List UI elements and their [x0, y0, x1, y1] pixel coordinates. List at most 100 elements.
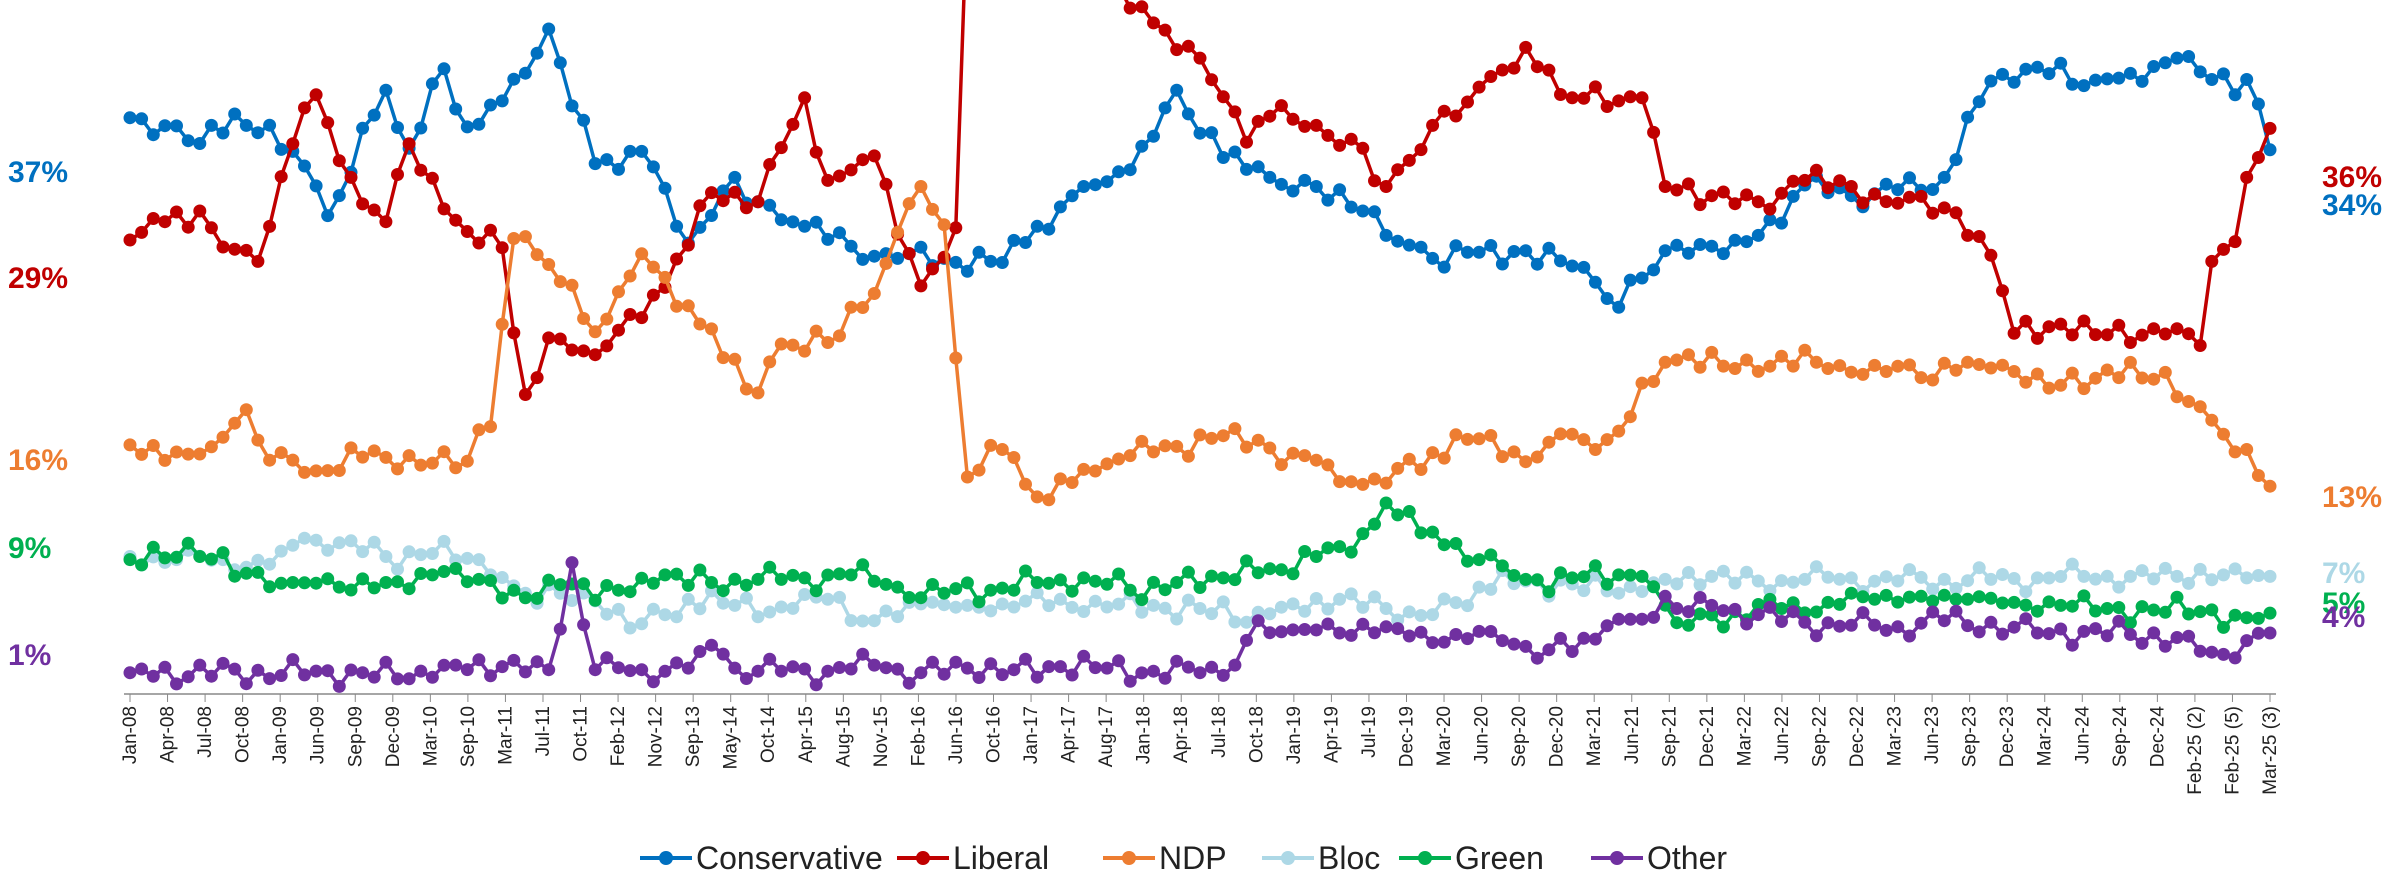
- data-point-ndp: [1391, 461, 1405, 475]
- x-tick-label: Sep-23: [1960, 706, 1981, 767]
- data-point-green: [612, 583, 625, 597]
- data-point-green: [1600, 577, 1614, 591]
- data-point-bloc: [1205, 607, 1219, 621]
- data-point-ndp: [1263, 441, 1277, 455]
- data-point-ndp: [1158, 439, 1172, 453]
- data-point-conservative: [1682, 246, 1695, 260]
- x-tick-label: Jan-19: [1284, 706, 1305, 764]
- data-point-green: [414, 567, 428, 580]
- data-point-ndp: [844, 300, 858, 314]
- data-point-bloc: [2135, 564, 2149, 578]
- data-point-green: [1228, 573, 1242, 587]
- data-point-ndp: [774, 337, 788, 351]
- data-point-other: [937, 667, 951, 681]
- x-tick-label: Mar-24: [2035, 706, 2056, 767]
- data-point-conservative: [263, 118, 277, 132]
- data-point-liberal: [1775, 186, 1788, 200]
- data-point-ndp: [309, 464, 323, 478]
- data-point-other: [1728, 602, 1742, 616]
- legend-swatch-marker: [1418, 851, 1432, 865]
- data-point-green: [1379, 496, 1393, 510]
- data-point-conservative: [1193, 126, 1207, 140]
- legend-item-bloc: Bloc: [1262, 840, 1380, 876]
- data-point-bloc: [1472, 580, 1486, 594]
- data-point-conservative: [1937, 170, 1951, 184]
- data-point-other: [135, 662, 149, 676]
- data-point-green: [1926, 594, 1940, 608]
- data-point-green: [960, 576, 974, 590]
- data-point-other: [1542, 643, 1556, 657]
- data-point-bloc: [658, 608, 672, 622]
- data-point-bloc: [1949, 581, 1963, 595]
- data-point-liberal: [1158, 23, 1172, 37]
- data-point-bloc: [1147, 598, 1160, 612]
- data-point-other: [321, 664, 335, 678]
- legend-swatch-marker: [1281, 851, 1295, 865]
- data-point-liberal: [1507, 61, 1521, 75]
- data-point-green: [1775, 602, 1788, 615]
- data-point-conservative: [1484, 239, 1498, 252]
- data-point-liberal: [914, 279, 928, 293]
- legend-label: Conservative: [696, 840, 883, 876]
- data-point-conservative: [821, 232, 835, 246]
- data-point-conservative: [670, 219, 684, 233]
- data-point-green: [2251, 611, 2265, 625]
- data-point-liberal: [1147, 16, 1160, 30]
- data-point-liberal: [2112, 318, 2126, 332]
- data-point-liberal: [1344, 132, 1358, 146]
- data-point-bloc: [1042, 599, 1056, 613]
- data-point-other: [1077, 649, 1091, 663]
- data-point-ndp: [1554, 427, 1567, 441]
- data-point-other: [635, 663, 649, 677]
- start-label-green: 9%: [8, 532, 51, 565]
- data-point-liberal: [2042, 320, 2056, 334]
- data-point-green: [2240, 611, 2254, 625]
- data-point-liberal: [1693, 198, 1707, 212]
- data-point-conservative: [1530, 257, 1544, 271]
- data-point-other: [402, 672, 416, 686]
- data-point-bloc: [1844, 571, 1858, 585]
- data-point-green: [693, 563, 707, 577]
- data-point-bloc: [495, 571, 509, 584]
- data-point-conservative: [1135, 139, 1149, 153]
- data-point-ndp: [1065, 476, 1079, 489]
- data-point-liberal: [1495, 63, 1509, 77]
- end-label-liberal: 36%: [2322, 161, 2382, 194]
- data-point-ndp: [1449, 428, 1463, 442]
- data-point-conservative: [2054, 56, 2068, 70]
- data-point-green: [1181, 565, 1195, 579]
- data-point-other: [1775, 615, 1788, 628]
- end-label-bloc: 7%: [2322, 557, 2365, 590]
- data-point-liberal: [565, 343, 579, 357]
- data-point-other: [1763, 600, 1777, 614]
- data-point-ndp: [1612, 424, 1626, 438]
- data-point-conservative: [1321, 193, 1335, 207]
- x-tick-label: Mar-23: [1885, 706, 1906, 766]
- data-point-bloc: [2228, 562, 2242, 576]
- data-point-conservative: [170, 119, 183, 133]
- data-point-conservative: [1647, 263, 1661, 277]
- x-tick-label: Jul-19: [1359, 706, 1380, 758]
- data-point-other: [425, 670, 439, 684]
- data-point-conservative: [1158, 101, 1172, 115]
- data-point-green: [623, 585, 637, 599]
- data-point-conservative: [2065, 77, 2079, 91]
- data-point-liberal: [1554, 88, 1567, 101]
- data-point-bloc: [1961, 574, 1975, 588]
- data-point-green: [2182, 607, 2196, 621]
- data-point-bloc: [984, 604, 998, 618]
- data-point-green: [1577, 570, 1591, 584]
- data-point-ndp: [1635, 376, 1649, 390]
- data-point-liberal: [251, 254, 265, 268]
- data-point-conservative: [1961, 110, 1975, 124]
- data-point-other: [414, 664, 428, 678]
- data-point-green: [937, 586, 951, 600]
- data-point-bloc: [1019, 594, 1032, 608]
- data-point-other: [1065, 668, 1079, 682]
- data-point-conservative: [1775, 216, 1788, 230]
- data-point-ndp: [1344, 475, 1358, 489]
- data-point-conservative: [437, 62, 451, 76]
- data-point-bloc: [821, 592, 835, 606]
- data-point-bloc: [867, 614, 881, 628]
- data-point-conservative: [484, 98, 497, 112]
